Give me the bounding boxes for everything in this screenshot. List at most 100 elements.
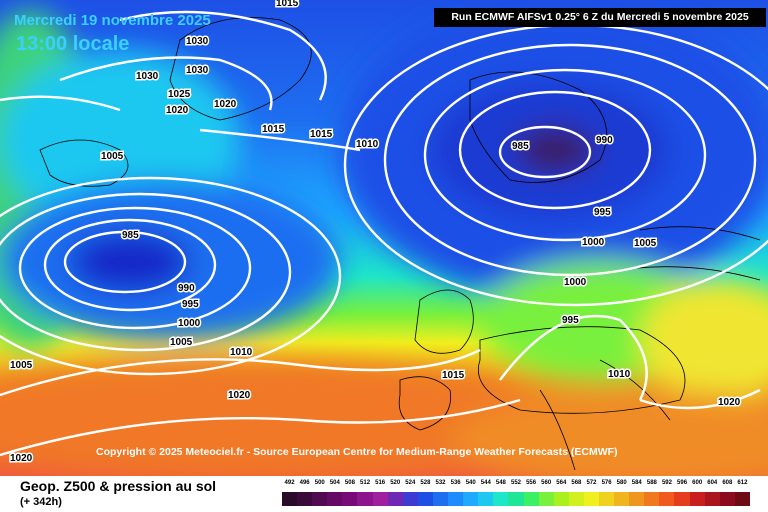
isobar-label: 1005 bbox=[634, 238, 657, 249]
isobar-label: 1000 bbox=[564, 277, 587, 288]
weather-map: 1015 1030 1030 1030 1025 1020 1020 1015 … bbox=[0, 0, 768, 476]
scale-label: 496 bbox=[299, 480, 310, 486]
scale-swatch bbox=[432, 492, 449, 506]
scale-label: 556 bbox=[526, 480, 537, 486]
isobar-label: 1020 bbox=[10, 453, 33, 464]
scale-swatch bbox=[523, 492, 539, 506]
scale-swatch bbox=[478, 492, 494, 506]
scale-swatch bbox=[734, 492, 750, 506]
model-run-banner: Run ECMWF AIFSv1 0.25° 6 Z du Mercredi 5… bbox=[434, 8, 766, 27]
scale-swatch bbox=[538, 492, 554, 506]
color-scale-bar bbox=[282, 492, 750, 506]
scale-swatch bbox=[689, 492, 705, 506]
scale-label: 552 bbox=[510, 480, 522, 486]
scale-swatch bbox=[357, 492, 373, 506]
scale-label: 608 bbox=[722, 480, 733, 486]
isobar-label: 995 bbox=[594, 207, 611, 218]
isobar-label: 1010 bbox=[608, 369, 631, 380]
scale-label: 516 bbox=[375, 480, 386, 486]
scale-label: 544 bbox=[480, 480, 491, 486]
isobar-label: 1000 bbox=[582, 237, 605, 248]
scale-label: 528 bbox=[420, 480, 431, 486]
color-scale: 492 496 500 504 508 512 516 520 524 528 532 536 540 5… bbox=[282, 480, 750, 506]
isobar-label: 1015 bbox=[442, 370, 465, 381]
isobar-label: 1030 bbox=[136, 71, 159, 82]
scale-label: 576 bbox=[601, 480, 612, 486]
isobar-label: 1020 bbox=[228, 390, 251, 401]
scale-label: 600 bbox=[692, 480, 703, 486]
isobar-label: 990 bbox=[596, 135, 613, 146]
isobar-label: 1015 bbox=[262, 124, 285, 135]
scale-label: 568 bbox=[571, 480, 582, 486]
scale-label: 584 bbox=[631, 480, 642, 486]
scale-swatch bbox=[402, 492, 418, 506]
color-scale-labels: 492 496 500 504 508 512 516 520 524 528 532 536 540 5… bbox=[282, 480, 750, 490]
scale-swatch bbox=[312, 492, 328, 506]
field-title: Geop. Z500 & pression au sol bbox=[20, 478, 217, 494]
scale-label: 500 bbox=[314, 480, 325, 486]
scale-swatch bbox=[463, 492, 479, 506]
isobar-label: 1020 bbox=[214, 99, 237, 110]
scale-label: 564 bbox=[556, 480, 567, 486]
isobar-label: 1025 bbox=[168, 89, 191, 100]
scale-swatch bbox=[493, 492, 509, 506]
scale-label: 532 bbox=[435, 480, 446, 486]
isobar-label: 1015 bbox=[310, 129, 333, 140]
forecast-time: 13:00 locale bbox=[16, 33, 130, 55]
scale-label: 596 bbox=[677, 480, 688, 486]
scale-label: 592 bbox=[661, 480, 672, 486]
scale-label: 492 bbox=[284, 480, 295, 486]
scale-label: 540 bbox=[465, 480, 476, 486]
isobar-label: 1015 bbox=[276, 0, 299, 9]
scale-label: 548 bbox=[495, 480, 506, 486]
scale-swatch bbox=[297, 492, 313, 506]
scale-swatch bbox=[387, 492, 403, 506]
copyright-notice: Copyright © 2025 Meteociel.fr - Source E… bbox=[96, 446, 618, 458]
lead-time: (+ 342h) bbox=[20, 496, 62, 508]
isobar-label: 1005 bbox=[101, 151, 124, 162]
scale-label: 508 bbox=[344, 480, 355, 486]
scale-label: 588 bbox=[646, 480, 657, 486]
scale-swatch bbox=[508, 492, 524, 506]
forecast-date: Mercredi 19 novembre 2025 bbox=[14, 12, 211, 29]
scale-label: 536 bbox=[450, 480, 461, 486]
scale-swatch bbox=[598, 492, 615, 506]
scale-swatch bbox=[553, 492, 569, 506]
scale-swatch bbox=[674, 492, 690, 506]
isobar-label: 1030 bbox=[186, 36, 209, 47]
scale-swatch bbox=[659, 492, 675, 506]
scale-swatch bbox=[282, 492, 298, 506]
isobar-label: 995 bbox=[182, 299, 199, 310]
scale-label: 560 bbox=[541, 480, 552, 486]
isobar-label: 990 bbox=[178, 283, 195, 294]
isobar-label: 1005 bbox=[170, 337, 193, 348]
isobar-label: 1010 bbox=[356, 139, 379, 150]
map-canvas: 1015 1030 1030 1030 1025 1020 1020 1015 … bbox=[0, 0, 768, 476]
scale-swatch bbox=[719, 492, 735, 506]
scale-label: 512 bbox=[360, 480, 371, 486]
scale-label: 604 bbox=[707, 480, 718, 486]
isobar-label: 1020 bbox=[166, 105, 189, 116]
isobar-label: 985 bbox=[122, 230, 139, 241]
isobar-labels: 1015 1030 1030 1030 1025 1020 1020 1015 … bbox=[9, 0, 743, 466]
scale-swatch bbox=[629, 492, 645, 506]
isobar-label: 985 bbox=[512, 141, 529, 152]
scale-label: 520 bbox=[390, 480, 401, 486]
isobar-label: 1010 bbox=[230, 347, 253, 358]
scale-label: 612 bbox=[737, 480, 748, 486]
scale-swatch bbox=[448, 492, 464, 506]
isobar-label: 1030 bbox=[186, 65, 209, 76]
scale-swatch bbox=[614, 492, 630, 506]
scale-swatch bbox=[327, 492, 343, 506]
isobar-label: 1020 bbox=[718, 397, 741, 408]
isobar-label: 995 bbox=[562, 315, 579, 326]
isobar-label: 1005 bbox=[10, 360, 33, 371]
scale-label: 572 bbox=[586, 480, 597, 486]
isobar-label: 1000 bbox=[178, 318, 201, 329]
scale-swatch bbox=[644, 492, 660, 506]
scale-label: 580 bbox=[616, 480, 627, 486]
scale-swatch bbox=[583, 492, 599, 506]
scale-swatch bbox=[568, 492, 584, 506]
scale-label: 504 bbox=[329, 480, 340, 486]
scale-swatch bbox=[704, 492, 720, 506]
